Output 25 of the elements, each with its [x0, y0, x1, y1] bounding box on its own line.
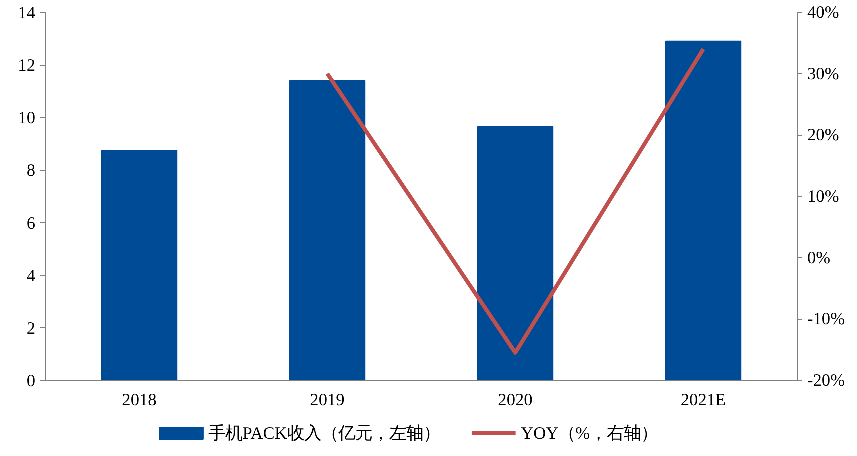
- y-tick-label: 2: [26, 318, 36, 338]
- y2-tick-label: 30%: [808, 64, 840, 84]
- y-tick-label: 12: [18, 56, 36, 76]
- bar: [101, 150, 178, 380]
- x-tick-label: 2019: [310, 390, 345, 410]
- x-tick-label: 2018: [122, 390, 157, 410]
- y2-tick-label: 0%: [808, 248, 831, 268]
- y2-tick-label: -20%: [808, 371, 846, 390]
- x-tick-label: 2020: [498, 390, 533, 410]
- y2-tick-label: 20%: [808, 126, 840, 145]
- y2-tick-label: 10%: [808, 187, 840, 206]
- y2-tick-label: 40%: [808, 3, 840, 22]
- bar: [665, 40, 742, 380]
- y-tick-label: 14: [18, 4, 36, 22]
- legend-label: YOY（%，右轴）: [521, 424, 658, 443]
- y-tick-label: 4: [26, 266, 36, 286]
- y2-tick-label: -10%: [808, 310, 846, 329]
- bar: [289, 80, 366, 380]
- y-tick-label: 6: [26, 214, 36, 233]
- x-tick-label: 2021E: [680, 390, 726, 410]
- legend-label: 手机PACK收入（亿元，左轴）: [208, 424, 440, 443]
- y-tick-label: 10: [18, 108, 36, 128]
- y-tick-label: 8: [26, 161, 36, 180]
- bar: [477, 126, 554, 380]
- y-tick-label: 0: [26, 372, 36, 390]
